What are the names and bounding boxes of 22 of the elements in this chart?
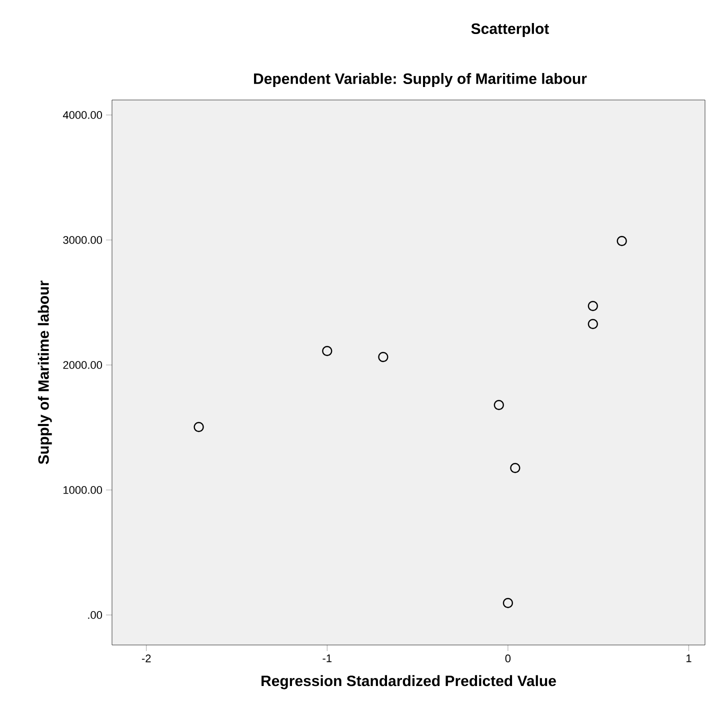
y-tick-label: 4000.00 (62, 111, 102, 119)
point (378, 352, 388, 362)
chart-subtitle: Dependent Variable: Supply of Maritime labour (254, 72, 587, 87)
point (616, 236, 627, 246)
y-tick-label: 2000.00 (63, 361, 102, 369)
point (502, 598, 514, 608)
chart-title: Scatterplot (471, 22, 549, 37)
point (322, 346, 332, 356)
x-tick-label: 0 (505, 654, 511, 662)
x-tick-label: -1 (322, 654, 332, 662)
point (588, 318, 598, 330)
x-axis-title: Regression Standardized Predicted Value (262, 675, 556, 690)
y-tick-label: 3000.00 (63, 236, 102, 244)
x-tick-label: 1 (686, 654, 692, 662)
y-tick-label: .00 (88, 611, 102, 619)
point (494, 400, 504, 410)
y-axis-title: Supply of Maritime labour (38, 280, 52, 464)
point (588, 300, 598, 312)
point (510, 462, 520, 474)
point (194, 422, 204, 432)
y-tick-label: 1000.00 (64, 486, 102, 494)
x-tick-label: -2 (142, 654, 151, 662)
